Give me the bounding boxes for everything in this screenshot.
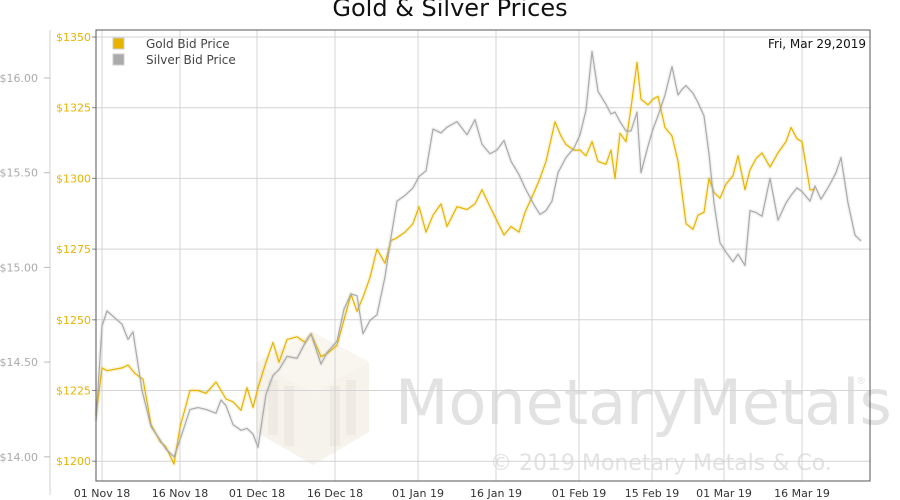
svg-text:®: ® [856, 376, 866, 387]
svg-text:16 Jan 19: 16 Jan 19 [470, 487, 522, 500]
gold-price-line [95, 61, 815, 465]
svg-text:$1325: $1325 [56, 102, 91, 115]
date-label: Fri, Mar 29,2019 [768, 37, 866, 51]
svg-text:01 Mar 19: 01 Mar 19 [696, 487, 752, 500]
svg-text:15 Feb 19: 15 Feb 19 [625, 487, 679, 500]
svg-text:$1200: $1200 [56, 455, 91, 468]
svg-text:16 Mar 19: 16 Mar 19 [774, 487, 830, 500]
watermark-logo-text: MonetaryMetals [395, 366, 892, 439]
silver-swatch-icon [112, 53, 125, 66]
legend-item-silver[interactable]: Silver Bid Price [112, 53, 236, 67]
legend-item-gold[interactable]: Gold Bid Price [112, 37, 230, 51]
legend-label-silver: Silver Bid Price [146, 53, 236, 67]
svg-text:$14.50: $14.50 [0, 356, 38, 369]
svg-text:$14.00: $14.00 [0, 451, 38, 464]
silver-price-line [95, 50, 862, 458]
watermark-copyright: © 2019 Monetary Metals & Co. [490, 451, 832, 476]
chart-title: Gold & Silver Prices [332, 0, 568, 22]
svg-text:$1250: $1250 [56, 314, 91, 327]
svg-text:01 Jan 19: 01 Jan 19 [392, 487, 444, 500]
svg-text:$1300: $1300 [56, 172, 91, 185]
x-axis: 01 Nov 18 16 Nov 18 01 Dec 18 16 Dec 18 01 J… [74, 487, 830, 500]
plot-frame [95, 29, 871, 482]
svg-text:$1275: $1275 [56, 243, 91, 256]
gold-y-axis: $1200 $1225 $1250 $1275 $1300 $1325 $1350 [56, 31, 96, 468]
silver-y-axis: $14.00 $14.50 $15.00 $15.50 $16.00 [0, 30, 51, 495]
monetary-metals-logo-icon [256, 332, 369, 465]
series-lines [94, 49, 863, 466]
legend-label-gold: Gold Bid Price [146, 37, 230, 51]
watermark: MonetaryMetals © 2019 Monetary Metals & … [256, 332, 892, 476]
svg-text:$15.50: $15.50 [0, 167, 38, 180]
svg-text:$1225: $1225 [56, 385, 91, 398]
svg-text:01 Nov 18: 01 Nov 18 [74, 487, 130, 500]
svg-text:16 Nov 18: 16 Nov 18 [152, 487, 208, 500]
gold-swatch-icon [112, 37, 125, 50]
svg-text:$16.00: $16.00 [0, 72, 38, 85]
svg-text:$15.00: $15.00 [0, 261, 38, 274]
svg-text:16 Dec 18: 16 Dec 18 [307, 487, 363, 500]
legend: Gold Bid Price Silver Bid Price [112, 37, 236, 67]
grid-lines [96, 30, 870, 481]
svg-text:01 Dec 18: 01 Dec 18 [229, 487, 285, 500]
svg-text:$1350: $1350 [56, 31, 91, 44]
svg-text:01 Feb 19: 01 Feb 19 [552, 487, 606, 500]
